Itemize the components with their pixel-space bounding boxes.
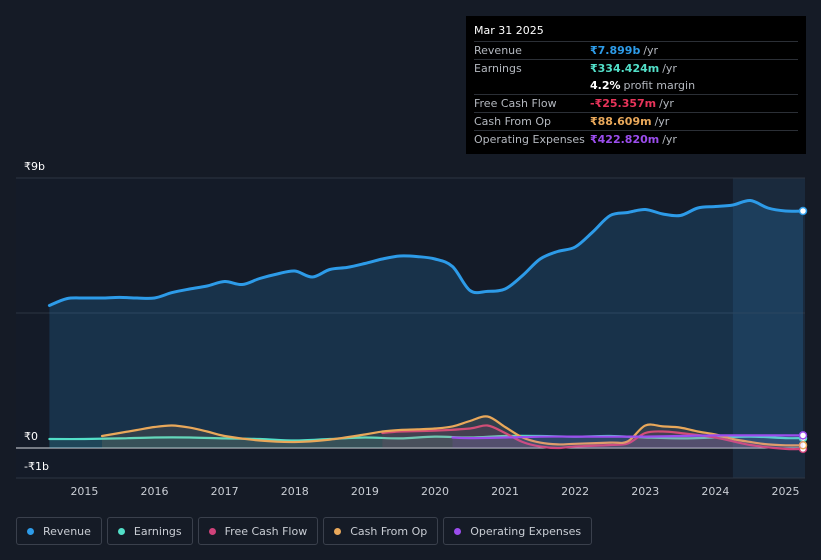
tooltip-row-value: -₹25.357m xyxy=(590,97,657,110)
chart-canvas: 2015 2016 2017 2018 2019 2020 2021 2022 2023 2024… xyxy=(16,177,808,498)
legend-label: Cash From Op xyxy=(350,524,428,538)
tooltip-date: Mar 31 2025 xyxy=(474,24,544,37)
x-tick-label: 2021 xyxy=(491,485,519,498)
tooltip-row-label: Free Cash Flow xyxy=(474,97,557,110)
free-cash-flow-area xyxy=(382,425,803,450)
tooltip-row-label: Operating Expenses xyxy=(474,133,585,146)
highlight-region xyxy=(732,178,805,478)
x-tick-label: 2025 xyxy=(771,485,799,498)
tooltip-row-value: 4.2% xyxy=(590,79,621,92)
legend-item-cash-from-op[interactable]: Cash From Op xyxy=(323,517,439,545)
legend-label: Earnings xyxy=(133,524,182,538)
legend-label: Operating Expenses xyxy=(470,524,582,538)
x-tick-label: 2018 xyxy=(281,485,309,498)
tooltip-row-value: ₹88.609m xyxy=(590,115,652,128)
chart-legend: Revenue Earnings Free Cash Flow Cash From O… xyxy=(16,517,593,545)
earnings-line xyxy=(48,434,805,442)
x-tick-label: 2022 xyxy=(561,485,589,498)
legend-dot-icon xyxy=(454,527,462,535)
operating-expenses-end-point xyxy=(798,431,808,440)
y-tick-label-bottom: -₹1b xyxy=(24,460,49,473)
tooltip-row-label: Cash From Op xyxy=(474,115,552,128)
cash-from-op-area xyxy=(101,416,804,448)
tooltip-row: Revenue ₹7.899b/yr xyxy=(474,41,798,59)
tooltip-row: Free Cash Flow -₹25.357m/yr xyxy=(474,94,798,112)
legend-item-earnings[interactable]: Earnings xyxy=(106,517,193,545)
x-tick-label: 2015 xyxy=(70,485,98,498)
tooltip-row-unit: /yr xyxy=(662,133,677,146)
tooltip-row-value: ₹7.899b xyxy=(590,44,641,57)
x-tick-label: 2019 xyxy=(351,485,379,498)
legend-dot-icon xyxy=(27,527,34,535)
legend-label: Free Cash Flow xyxy=(224,524,308,538)
x-tick-label: 2024 xyxy=(701,485,729,498)
free-cash-flow-line xyxy=(381,424,805,451)
tooltip-row: 4.2% profit margin xyxy=(474,77,798,94)
operating-expenses-area xyxy=(452,435,803,448)
legend-dot-icon xyxy=(117,527,125,535)
legend-label: Revenue xyxy=(43,524,91,538)
legend-item-free-cash-flow[interactable]: Free Cash Flow xyxy=(197,517,319,545)
operating-expenses-line xyxy=(451,434,805,440)
tooltip-row: Cash From Op ₹88.609m/yr xyxy=(474,112,798,130)
tooltip-row: Operating Expenses ₹422.820m/yr xyxy=(474,130,798,148)
revenue-line xyxy=(47,198,805,307)
tooltip-row-label: Revenue xyxy=(474,44,522,57)
legend-dot-icon xyxy=(208,527,216,535)
cash-from-op-line xyxy=(100,415,805,447)
legend-item-revenue[interactable]: Revenue xyxy=(16,517,102,545)
tooltip-row-unit: /yr xyxy=(654,115,670,128)
tooltip-row-unit: /yr xyxy=(659,97,674,110)
x-tick-label: 2020 xyxy=(421,485,449,498)
y-tick-label-top: ₹9b xyxy=(24,160,45,173)
revenue-area xyxy=(49,200,804,448)
tooltip-row-value: ₹422.820m xyxy=(590,133,660,146)
y-tick-label-zero: ₹0 xyxy=(24,430,38,443)
legend-item-operating-expenses[interactable]: Operating Expenses xyxy=(443,517,593,545)
data-tooltip: Mar 31 2025 Revenue ₹7.899b/yr Earnings ₹33… xyxy=(466,16,806,154)
x-tick-label: 2023 xyxy=(631,485,659,498)
legend-dot-icon xyxy=(334,527,342,535)
tooltip-row-unit: profit margin xyxy=(623,79,696,92)
tooltip-row-label: Earnings xyxy=(474,62,522,75)
tooltip-row-unit: /yr xyxy=(662,62,677,75)
tooltip-row-label xyxy=(474,77,590,94)
tooltip-row: Earnings ₹334.424m/yr xyxy=(474,59,798,77)
x-tick-label: 2016 xyxy=(141,485,169,498)
tooltip-row-value: ₹334.424m xyxy=(590,62,660,75)
revenue-end-point xyxy=(798,206,808,216)
cash-from-op-end-point xyxy=(798,441,808,450)
tooltip-row-unit: /yr xyxy=(643,44,659,57)
x-tick-label: 2017 xyxy=(211,485,239,498)
